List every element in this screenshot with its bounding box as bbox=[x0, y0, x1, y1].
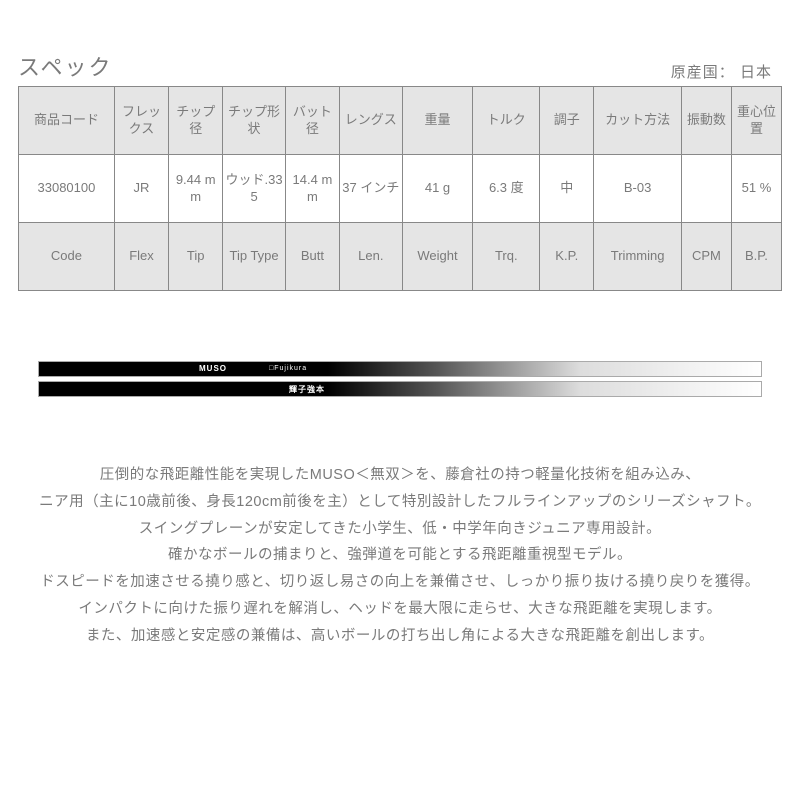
desc-line: 圧倒的な飛距離性能を実現したMUSO＜無双＞を、藤倉社の持つ軽量化技術を組み込み… bbox=[26, 462, 774, 489]
table-cell: レングス bbox=[340, 87, 403, 155]
desc-line: インパクトに向けた振り遅れを解消し、ヘッドを最大限に走らせ、大きな飛距離を実現し… bbox=[26, 596, 774, 623]
spec-table: 商品コードフレックスチップ径チップ形状バット径レングス重量トルク調子カット方法振… bbox=[18, 86, 782, 291]
shaft-image: MUSO □Fujikura bbox=[38, 361, 762, 377]
table-cell: 調子 bbox=[540, 87, 594, 155]
shaft-label: MUSO bbox=[199, 364, 227, 373]
table-cell: 51 % bbox=[731, 155, 781, 223]
table-cell: 37 インチ bbox=[340, 155, 403, 223]
table-cell: 6.3 度 bbox=[473, 155, 540, 223]
table-row: 商品コードフレックスチップ径チップ形状バット径レングス重量トルク調子カット方法振… bbox=[19, 87, 782, 155]
desc-line: ドスピードを加速させる撓り感と、切り返し易さの向上を兼備させ、しっかり振り抜ける… bbox=[26, 569, 774, 596]
table-cell: CPM bbox=[681, 223, 731, 291]
table-cell: Tip Type bbox=[223, 223, 286, 291]
spec-title: スペック bbox=[18, 50, 112, 82]
table-cell: K.P. bbox=[540, 223, 594, 291]
table-cell: B-03 bbox=[594, 155, 682, 223]
shaft-image: 輝子強本 bbox=[38, 381, 762, 397]
table-row: 33080100JR9.44 mmウッド.33514.4 mm37 インチ41 … bbox=[19, 155, 782, 223]
description: 圧倒的な飛距離性能を実現したMUSO＜無双＞を、藤倉社の持つ軽量化技術を組み込み… bbox=[18, 462, 782, 650]
table-cell bbox=[681, 155, 731, 223]
table-cell: B.P. bbox=[731, 223, 781, 291]
table-cell: 商品コード bbox=[19, 87, 115, 155]
desc-line: スイングプレーンが安定してきた小学生、低・中学年向きジュニア専用設計。 bbox=[26, 516, 774, 543]
origin-label: 原産国： bbox=[671, 64, 735, 81]
table-cell: トルク bbox=[473, 87, 540, 155]
table-cell: チップ径 bbox=[169, 87, 223, 155]
table-cell: 中 bbox=[540, 155, 594, 223]
desc-line: また、加速感と安定感の兼備は、高いボールの打ち出し角による大きな飛距離を創出しま… bbox=[26, 623, 774, 650]
table-row: CodeFlexTipTip TypeButtLen.WeightTrq.K.P… bbox=[19, 223, 782, 291]
shaft-sublabel: □Fujikura bbox=[269, 365, 307, 372]
table-cell: ウッド.335 bbox=[223, 155, 286, 223]
desc-line: 確かなボールの捕まりと、強弾道を可能とする飛距離重視型モデル。 bbox=[26, 542, 774, 569]
table-cell: チップ形状 bbox=[223, 87, 286, 155]
table-cell: Len. bbox=[340, 223, 403, 291]
table-cell: 重量 bbox=[402, 87, 473, 155]
table-cell: 14.4 mm bbox=[285, 155, 339, 223]
table-cell: 41 g bbox=[402, 155, 473, 223]
table-cell: Weight bbox=[402, 223, 473, 291]
shaft-images: MUSO □Fujikura 輝子強本 bbox=[18, 361, 782, 397]
table-cell: フレックス bbox=[114, 87, 168, 155]
table-cell: JR bbox=[114, 155, 168, 223]
table-cell: 重心位置 bbox=[731, 87, 781, 155]
table-cell: 9.44 mm bbox=[169, 155, 223, 223]
table-cell: Tip bbox=[169, 223, 223, 291]
desc-line: ニア用（主に10歳前後、身長120cm前後を主）として特別設計したフルラインアッ… bbox=[26, 489, 774, 516]
table-cell: バット径 bbox=[285, 87, 339, 155]
table-cell: Butt bbox=[285, 223, 339, 291]
origin: 原産国： 日本 bbox=[671, 61, 782, 82]
table-cell: Flex bbox=[114, 223, 168, 291]
table-cell: Code bbox=[19, 223, 115, 291]
table-cell: Trq. bbox=[473, 223, 540, 291]
table-cell: 33080100 bbox=[19, 155, 115, 223]
table-cell: 振動数 bbox=[681, 87, 731, 155]
origin-value: 日本 bbox=[740, 64, 772, 81]
shaft-label: 輝子強本 bbox=[289, 384, 325, 395]
table-cell: Trimming bbox=[594, 223, 682, 291]
table-cell: カット方法 bbox=[594, 87, 682, 155]
